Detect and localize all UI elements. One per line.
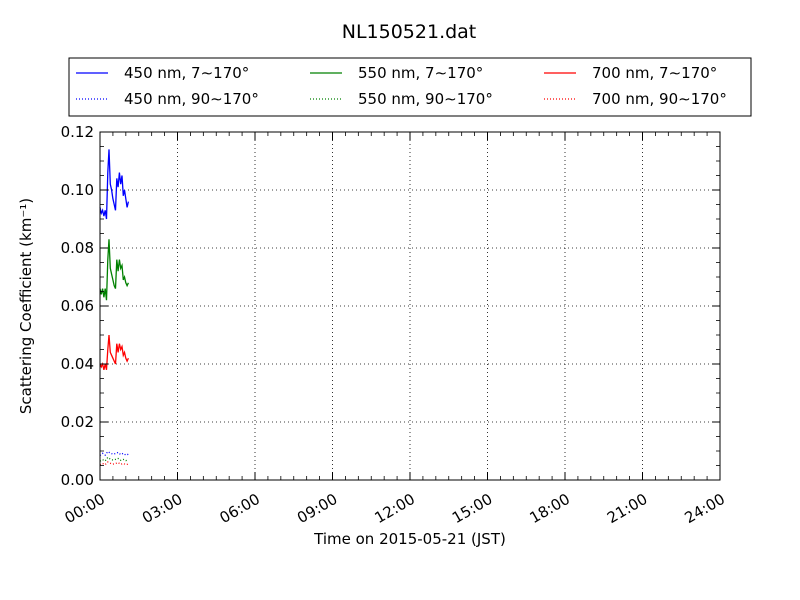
x-tick-label: 00:00	[62, 490, 108, 527]
legend: 450 nm, 7∼170° 550 nm, 7∼170° 700 nm, 7∼17…	[68, 57, 752, 117]
legend-box	[68, 57, 752, 117]
x-axis-label: Time on 2015-05-21 (JST)	[313, 530, 506, 548]
legend-label: 550 nm, 90∼170°	[358, 90, 493, 108]
legend-label: 450 nm, 7∼170°	[124, 64, 249, 82]
legend-label: 550 nm, 7∼170°	[358, 64, 483, 82]
legend-entries: 450 nm, 7∼170° 550 nm, 7∼170° 700 nm, 7∼17…	[76, 64, 727, 108]
x-tick-label: 03:00	[139, 490, 185, 527]
x-tick-labels: 00:00 03:00 06:00 09:00 12:00 15:00 18:00 21:00…	[62, 490, 728, 527]
y-tick-labels: 0.00 0.02 0.04 0.06 0.08 0.10 0.12	[61, 123, 94, 489]
x-tick-label: 09:00	[294, 490, 340, 527]
x-tick-label: 12:00	[372, 490, 418, 527]
legend-label: 700 nm, 7∼170°	[592, 64, 717, 82]
y-tick-label: 0.10	[61, 181, 94, 199]
series-line-0	[99, 149, 130, 220]
axis-ticks	[99, 131, 721, 481]
y-tick-label: 0.02	[61, 413, 94, 431]
y-tick-label: 0.00	[61, 471, 94, 489]
x-tick-label: 21:00	[604, 490, 650, 527]
x-tick-label: 18:00	[527, 490, 573, 527]
y-tick-label: 0.06	[61, 297, 94, 315]
y-axis-label: Scattering Coefficient (km⁻¹)	[17, 198, 35, 414]
series-line-2	[99, 239, 129, 301]
legend-label: 450 nm, 90∼170°	[124, 90, 259, 108]
x-tick-label: 24:00	[682, 490, 728, 527]
series-line-3	[99, 456, 129, 462]
data-series	[99, 149, 130, 466]
y-tick-label: 0.04	[61, 355, 94, 373]
x-tick-label: 06:00	[217, 490, 263, 527]
y-tick-label: 0.08	[61, 239, 94, 257]
y-tick-label: 0.12	[61, 123, 94, 141]
series-line-4	[99, 334, 129, 370]
x-tick-label: 15:00	[449, 490, 495, 527]
legend-label: 700 nm, 90∼170°	[592, 90, 727, 108]
series-line-1	[99, 450, 129, 456]
grid-lines	[100, 132, 720, 480]
series-line-5	[99, 461, 129, 466]
chart-title: NL150521.dat	[342, 21, 477, 43]
